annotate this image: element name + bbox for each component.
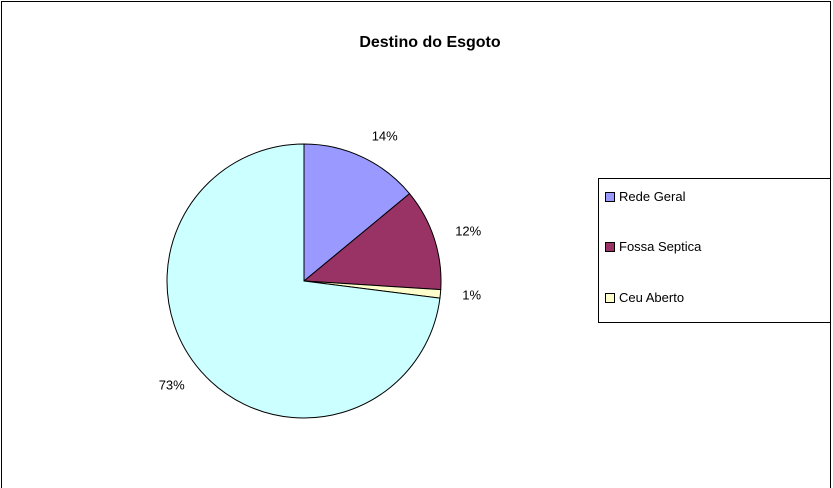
chart-title: Destino do Esgoto (359, 34, 501, 51)
data-label: 14% (372, 129, 398, 144)
legend-swatch (605, 192, 615, 202)
legend-swatch (605, 242, 615, 252)
legend-label: Ceu Aberto (619, 290, 685, 305)
data-label: 73% (159, 378, 185, 393)
legend-item: Rede Geral (605, 189, 809, 204)
legend-item: Ceu Aberto (605, 290, 809, 305)
pie: 14% 12% 1% 73% (159, 129, 482, 419)
legend-label: Fossa Septica (619, 239, 702, 254)
pie-slice (302, 192, 442, 291)
pie-slice (166, 143, 441, 419)
data-label: 1% (462, 287, 481, 302)
legend-swatch (605, 293, 615, 303)
pie-slice (303, 143, 411, 283)
legend-item: Fossa Septica (605, 239, 809, 254)
data-label: 12% (455, 223, 481, 238)
legend-label: Rede Geral (619, 189, 686, 204)
